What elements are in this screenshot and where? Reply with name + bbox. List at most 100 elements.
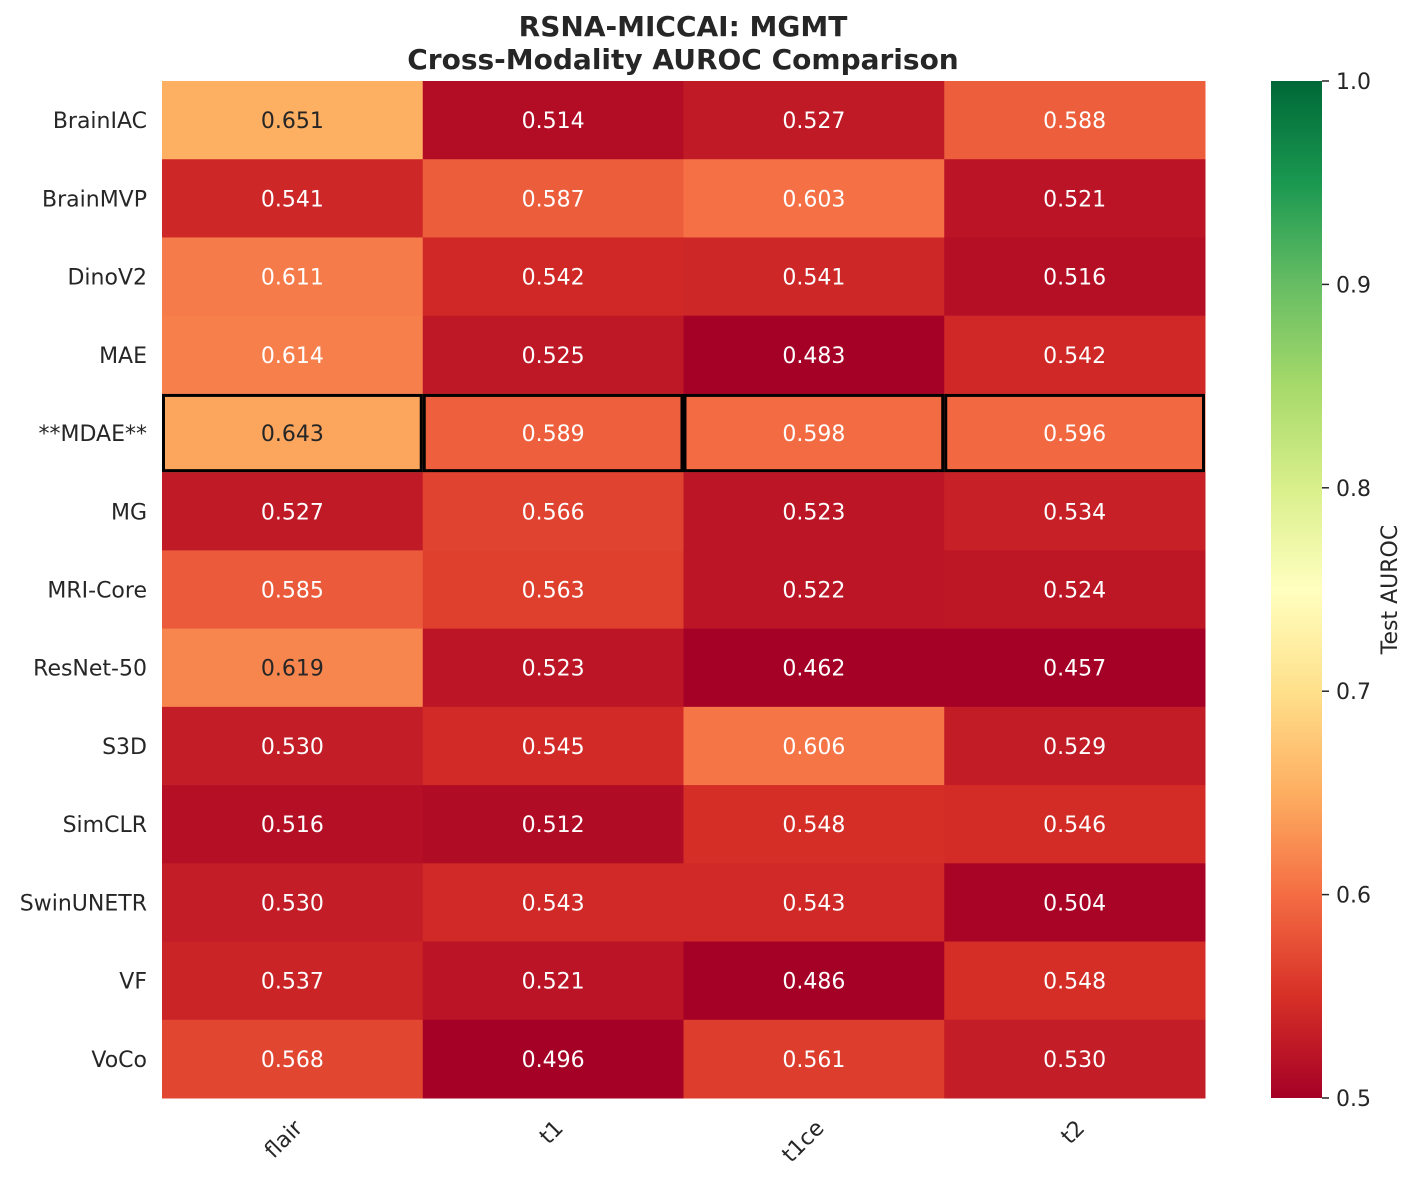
cell-value-label: 0.603 [782,187,845,212]
cell-value-label: 0.462 [782,657,845,682]
cell-value-label: 0.541 [782,266,845,291]
cell-value-label: 0.587 [522,187,585,212]
heatmap-cell [944,785,1206,864]
heatmap-cell [162,81,424,160]
heatmap-cell [683,706,945,786]
heatmap-cell [422,393,684,473]
heatmap-cell [683,785,945,864]
cell-value-label: 0.496 [522,1048,585,1073]
heatmap-cell [162,863,424,943]
cell-value-label: 0.614 [261,344,324,369]
heatmap-cell [683,863,945,943]
highlight-cell-outline [944,393,1205,473]
heatmap-cell [422,941,684,1021]
heatmap-cell [944,1019,1206,1099]
row-label: **MDAE** [39,422,148,447]
heatmap-cell [162,393,424,473]
cell-value-label: 0.546 [1043,813,1106,838]
column-labels: flair t1 t1ce t2 [260,1115,1090,1167]
chart-title-line-2: Cross-Modality AUROC Comparison [407,43,959,76]
cell-value-label: 0.585 [261,579,324,604]
highlight-cell-outline [683,393,945,473]
row-label: SwinUNETR [20,891,147,916]
heatmap-cell [162,1019,424,1099]
cell-value-label: 0.483 [782,344,845,369]
highlight-cell-outline [162,393,423,473]
cell-value-label: 0.512 [522,813,585,838]
cell-value-label: 0.643 [261,422,324,447]
heatmap-cell [422,550,684,630]
cell-value-label: 0.619 [261,657,324,682]
cell-value-label: 0.530 [1043,1048,1106,1073]
cell-value-label: 0.504 [1043,891,1106,916]
heatmap-cell [422,237,684,317]
cell-value-label: 0.514 [522,109,585,134]
colorbar-tick-label: 0.5 [1336,1087,1371,1112]
heatmap-cell [683,550,945,630]
colorbar: 0.5 0.6 0.7 0.8 0.9 1.0 Test AUROC [1271,70,1403,1112]
cell-value-label: 0.522 [782,579,845,604]
cell-value-label: 0.543 [522,891,585,916]
cell-value-label: 0.651 [261,109,324,134]
row-label: ResNet-50 [33,657,147,682]
row-label: DinoV2 [67,266,147,291]
heatmap-cell [162,472,424,551]
cell-value-label: 0.543 [782,891,845,916]
cell-value-label: 0.530 [261,891,324,916]
row-label: MAE [99,344,147,369]
heatmap-cell [162,550,424,630]
heatmap-cell [944,628,1206,708]
cell-value-label: 0.486 [782,970,845,995]
cell-value-label: 0.523 [782,500,845,525]
cell-value-label: 0.611 [261,266,324,291]
cell-value-label: 0.516 [261,813,324,838]
heatmap-cell [944,81,1206,160]
heatmap-cell [944,159,1206,238]
heatmap-cell [944,237,1206,317]
cell-value-label: 0.563 [522,579,585,604]
heatmap-cell [422,706,684,786]
cell-value-label: 0.534 [1043,500,1106,525]
cell-value-label: 0.541 [261,187,324,212]
row-label: BrainMVP [42,187,147,212]
cell-value-label: 0.606 [782,735,845,760]
heatmap-cell [162,237,424,317]
column-label: flair [260,1115,308,1163]
cell-value-label: 0.525 [522,344,585,369]
colorbar-tick-label: 0.9 [1336,273,1371,298]
cell-value-label: 0.516 [1043,266,1106,291]
row-labels: BrainIAC BrainMVP DinoV2 MAE **MDAE** MG MRI-C… [20,109,147,1073]
heatmap-cell [944,550,1206,630]
heatmap-cell [422,863,684,943]
heatmap-cell [162,706,424,786]
cell-value-label: 0.523 [522,657,585,682]
heatmap-cell [683,1019,945,1099]
heatmap-cell [944,393,1206,473]
row-label: MG [111,500,147,525]
cell-value-label: 0.521 [1043,187,1106,212]
chart-title-line-1: RSNA-MICCAI: MGMT [519,10,848,43]
cell-value-label: 0.537 [261,970,324,995]
cell-value-label: 0.548 [1043,970,1106,995]
row-label: VoCo [91,1048,147,1073]
heatmap-cell [422,628,684,708]
cell-value-label: 0.596 [1043,422,1106,447]
cell-value-label: 0.588 [1043,109,1106,134]
heatmap-cell [162,785,424,864]
colorbar-gradient [1271,81,1322,1098]
cell-value-label: 0.598 [782,422,845,447]
row-label: VF [119,970,147,995]
cell-value-label: 0.589 [522,422,585,447]
cell-value-label: 0.566 [522,500,585,525]
heatmap-cell [944,315,1206,395]
row-label: BrainIAC [53,109,147,134]
heatmap-cell [162,315,424,395]
heatmap-cell [422,472,684,551]
cell-value-label: 0.524 [1043,579,1106,604]
column-label: t1ce [778,1116,830,1168]
cell-value-label: 0.548 [782,813,845,838]
cell-value-label: 0.542 [1043,344,1106,369]
heatmap-cell [944,472,1206,551]
heatmap-cell [683,941,945,1021]
